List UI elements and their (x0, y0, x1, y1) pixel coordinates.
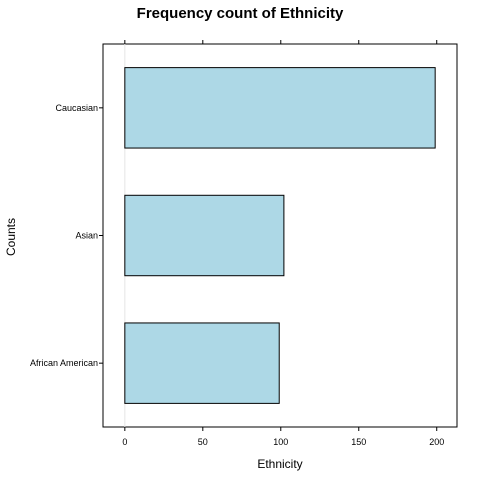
y-tick-label: African American (30, 358, 98, 368)
y-axis-ticks: African American Asian Caucasian (30, 103, 103, 368)
bar-asian (124, 194, 285, 277)
chart-title: Frequency count of Ethnicity (137, 5, 344, 22)
x-tick-label: 0 (122, 437, 127, 447)
bars-group (124, 67, 436, 404)
x-axis-label: Ethnicity (257, 457, 302, 471)
plot-area: African American Asian Caucasian 0 50 100 150… (30, 40, 458, 447)
y-axis-label: Counts (4, 218, 18, 256)
x-tick-label: 50 (198, 437, 208, 447)
x-tick-label: 200 (429, 437, 444, 447)
bar-african-american (124, 322, 280, 404)
x-tick-label: 150 (351, 437, 366, 447)
x-tick-label: 100 (273, 437, 288, 447)
y-tick-label: Asian (75, 231, 98, 241)
bar-caucasian (124, 67, 436, 149)
x-axis-ticks-bottom: 0 50 100 150 200 (122, 427, 444, 447)
x-axis-ticks-top (124, 40, 438, 44)
y-tick-label: Caucasian (55, 103, 98, 113)
